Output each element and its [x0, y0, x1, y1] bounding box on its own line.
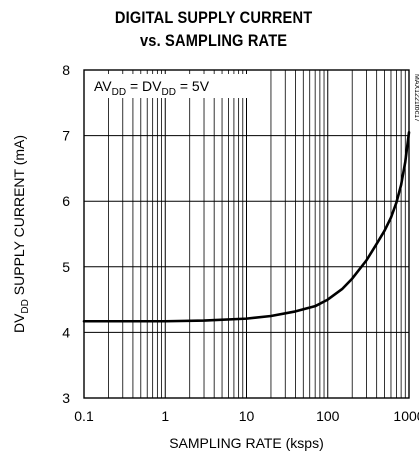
- axes: [83, 69, 410, 399]
- x-axis-label: SAMPLING RATE (ksps): [169, 435, 324, 451]
- plot-frame: [83, 69, 410, 399]
- series-line: [82, 131, 411, 323]
- x-tick-label: 1: [161, 408, 169, 424]
- series: [82, 131, 411, 323]
- figure-code-label: MAX1221toc17: [413, 74, 419, 122]
- y-tick-label: 4: [62, 324, 70, 340]
- y-tick-label: 3: [62, 390, 70, 406]
- annotation-background: [86, 74, 250, 98]
- y-tick-label: 5: [62, 259, 70, 275]
- x-tick-label: 100: [316, 408, 340, 424]
- y-tick-label: 7: [62, 128, 70, 144]
- x-tick-label: 0.1: [74, 408, 94, 424]
- grid: [83, 69, 410, 399]
- chart-title-line-2: vs. SAMPLING RATE: [139, 31, 288, 50]
- y-tick-label: 6: [62, 193, 70, 209]
- labels: 0.1 1 10 100 1000 3 4 5 6 7 8 SAMPLING RATE (ksps) D…: [11, 62, 419, 451]
- y-tick-label: 8: [62, 62, 70, 78]
- chart-title-line-1: DIGITAL SUPPLY CURRENT: [114, 8, 313, 27]
- x-tick-label: 10: [239, 408, 255, 424]
- annotation-label: AVDD = DVDD = 5V: [94, 78, 210, 98]
- y-axis-label: DVDD SUPPLY CURRENT (mA): [11, 135, 31, 333]
- x-tick-label: 1000: [393, 408, 419, 424]
